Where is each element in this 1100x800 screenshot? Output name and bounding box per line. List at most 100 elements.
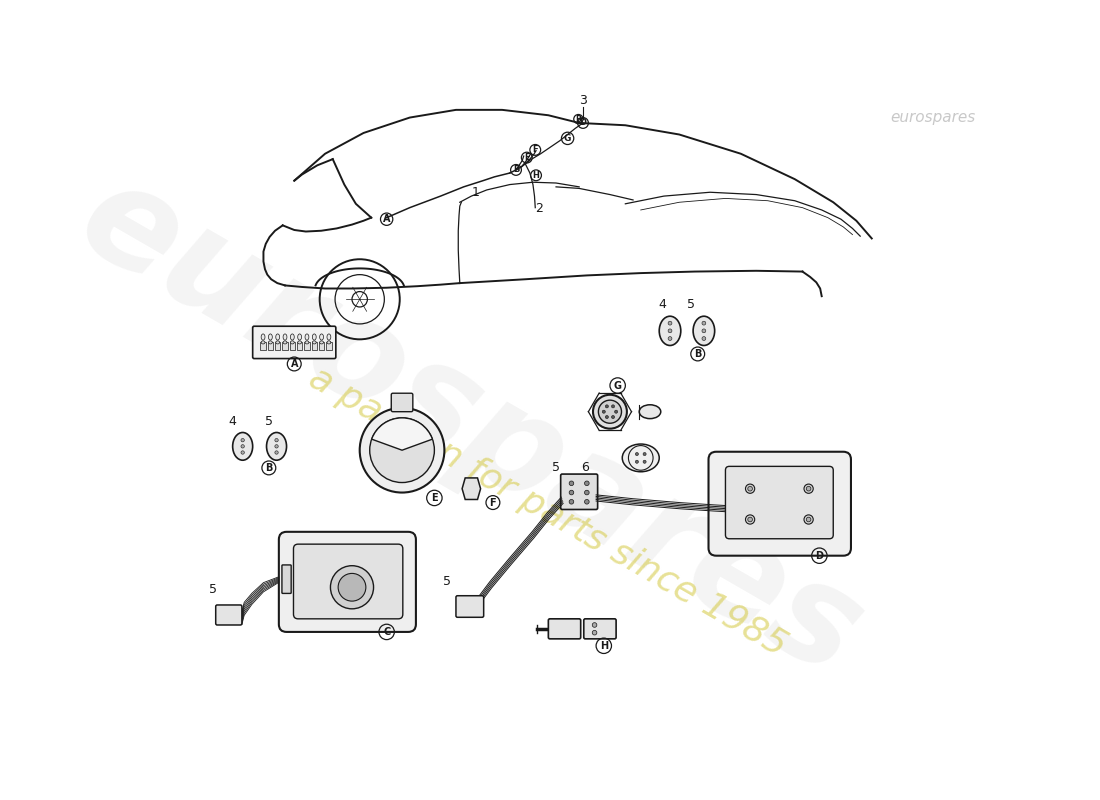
Circle shape bbox=[338, 574, 366, 601]
Circle shape bbox=[636, 453, 638, 455]
Ellipse shape bbox=[290, 341, 295, 344]
Circle shape bbox=[569, 490, 574, 495]
FancyBboxPatch shape bbox=[708, 452, 851, 556]
Circle shape bbox=[603, 410, 605, 414]
Circle shape bbox=[702, 329, 706, 333]
Text: C: C bbox=[383, 627, 390, 637]
Text: 5: 5 bbox=[686, 298, 695, 310]
Circle shape bbox=[702, 337, 706, 341]
Circle shape bbox=[644, 460, 646, 463]
Text: 2: 2 bbox=[536, 202, 543, 214]
Ellipse shape bbox=[283, 334, 287, 340]
Polygon shape bbox=[462, 478, 481, 499]
Circle shape bbox=[584, 490, 590, 495]
Text: A: A bbox=[290, 359, 298, 369]
Ellipse shape bbox=[659, 316, 681, 346]
Circle shape bbox=[330, 566, 374, 609]
Bar bbox=[319, 342, 324, 350]
Ellipse shape bbox=[261, 334, 265, 340]
Text: B: B bbox=[513, 166, 519, 174]
Circle shape bbox=[584, 499, 590, 504]
Text: a passion for parts since 1985: a passion for parts since 1985 bbox=[304, 361, 793, 663]
Bar bbox=[283, 342, 288, 350]
Text: H: H bbox=[532, 171, 539, 180]
Text: 5: 5 bbox=[265, 414, 273, 428]
Circle shape bbox=[569, 499, 574, 504]
FancyBboxPatch shape bbox=[561, 474, 597, 510]
Bar bbox=[327, 342, 331, 350]
Ellipse shape bbox=[320, 334, 323, 340]
Circle shape bbox=[605, 405, 608, 408]
Ellipse shape bbox=[268, 334, 273, 340]
Circle shape bbox=[746, 515, 755, 524]
Text: B: B bbox=[265, 463, 273, 473]
Ellipse shape bbox=[298, 334, 301, 340]
Circle shape bbox=[584, 481, 590, 486]
Bar bbox=[275, 342, 280, 350]
FancyBboxPatch shape bbox=[279, 532, 416, 632]
Circle shape bbox=[806, 517, 811, 522]
Bar bbox=[261, 342, 266, 350]
Bar bbox=[311, 342, 317, 350]
FancyBboxPatch shape bbox=[584, 619, 616, 639]
Circle shape bbox=[592, 622, 597, 627]
Text: G: G bbox=[564, 134, 571, 143]
Ellipse shape bbox=[320, 341, 323, 344]
Text: D: D bbox=[580, 118, 586, 127]
Circle shape bbox=[668, 337, 672, 341]
Wedge shape bbox=[372, 418, 432, 450]
Circle shape bbox=[241, 445, 244, 448]
Ellipse shape bbox=[693, 316, 715, 346]
Text: eurospares: eurospares bbox=[57, 149, 886, 705]
Text: 3: 3 bbox=[579, 94, 587, 106]
Circle shape bbox=[615, 410, 618, 414]
Text: F: F bbox=[532, 146, 538, 154]
Circle shape bbox=[702, 322, 706, 325]
Text: 5: 5 bbox=[209, 583, 218, 597]
Circle shape bbox=[275, 438, 278, 442]
Circle shape bbox=[804, 484, 813, 494]
Circle shape bbox=[241, 438, 244, 442]
FancyBboxPatch shape bbox=[548, 619, 581, 639]
Text: E: E bbox=[524, 153, 529, 162]
Circle shape bbox=[806, 486, 811, 491]
Text: 5: 5 bbox=[442, 575, 451, 588]
Circle shape bbox=[241, 451, 244, 454]
Ellipse shape bbox=[298, 341, 301, 344]
Text: A: A bbox=[383, 214, 390, 224]
Ellipse shape bbox=[283, 341, 287, 344]
Ellipse shape bbox=[276, 341, 279, 344]
Ellipse shape bbox=[261, 341, 265, 344]
Ellipse shape bbox=[233, 433, 253, 460]
Text: 5: 5 bbox=[552, 461, 560, 474]
Text: B: B bbox=[694, 349, 702, 359]
Ellipse shape bbox=[290, 334, 295, 340]
Text: B: B bbox=[575, 114, 581, 123]
Ellipse shape bbox=[305, 341, 309, 344]
FancyBboxPatch shape bbox=[253, 326, 336, 358]
Circle shape bbox=[668, 322, 672, 325]
Text: 6: 6 bbox=[582, 461, 590, 474]
FancyBboxPatch shape bbox=[294, 544, 403, 619]
Circle shape bbox=[668, 329, 672, 333]
Ellipse shape bbox=[639, 405, 661, 418]
Circle shape bbox=[612, 405, 615, 408]
Bar bbox=[305, 342, 310, 350]
Bar bbox=[289, 342, 295, 350]
FancyBboxPatch shape bbox=[392, 394, 412, 412]
Text: E: E bbox=[431, 493, 438, 503]
Text: eurospares: eurospares bbox=[891, 110, 976, 125]
Ellipse shape bbox=[623, 444, 659, 472]
Circle shape bbox=[370, 418, 434, 482]
Circle shape bbox=[612, 415, 615, 418]
Ellipse shape bbox=[312, 341, 316, 344]
Circle shape bbox=[644, 453, 646, 455]
Text: G: G bbox=[614, 381, 622, 390]
Text: 1: 1 bbox=[471, 186, 480, 199]
Circle shape bbox=[592, 630, 597, 635]
FancyBboxPatch shape bbox=[282, 565, 292, 594]
Bar bbox=[297, 342, 302, 350]
Ellipse shape bbox=[268, 341, 273, 344]
Text: H: H bbox=[600, 641, 608, 650]
Ellipse shape bbox=[312, 334, 316, 340]
